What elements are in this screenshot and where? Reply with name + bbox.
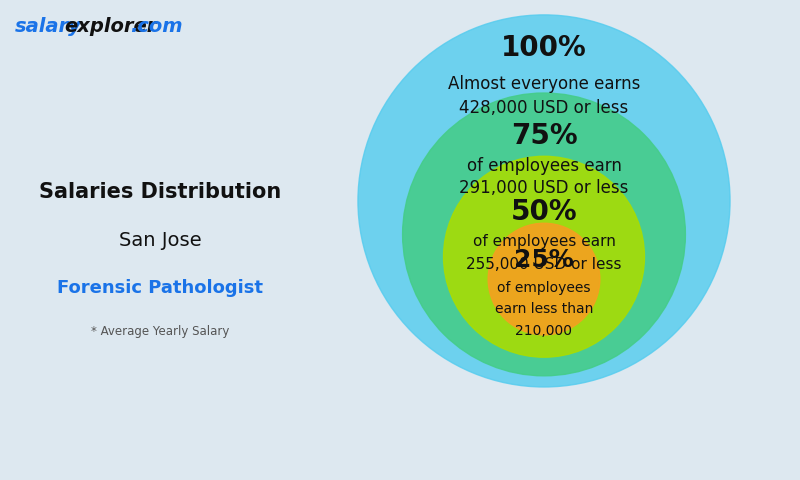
Text: 50%: 50% [510, 198, 578, 226]
Circle shape [358, 15, 730, 387]
Text: * Average Yearly Salary: * Average Yearly Salary [91, 324, 229, 338]
Circle shape [402, 93, 686, 376]
Text: salary: salary [14, 17, 82, 36]
Text: 255,000 USD or less: 255,000 USD or less [466, 257, 622, 272]
Text: Salaries Distribution: Salaries Distribution [39, 182, 281, 202]
Text: .com: .com [130, 17, 183, 36]
Text: of employees earn: of employees earn [466, 156, 622, 175]
Text: Almost everyone earns: Almost everyone earns [448, 75, 640, 93]
Text: San Jose: San Jose [118, 230, 202, 250]
Text: Forensic Pathologist: Forensic Pathologist [57, 279, 263, 297]
Text: 291,000 USD or less: 291,000 USD or less [459, 179, 629, 197]
Text: 75%: 75% [510, 122, 578, 150]
Text: of employees earn: of employees earn [473, 234, 615, 250]
Circle shape [488, 223, 600, 335]
Circle shape [443, 156, 645, 357]
Text: explorer: explorer [64, 17, 156, 36]
Text: 428,000 USD or less: 428,000 USD or less [459, 99, 629, 117]
Text: earn less than: earn less than [495, 302, 593, 316]
Text: 210,000: 210,000 [515, 324, 573, 338]
Text: of employees: of employees [498, 281, 590, 295]
Text: 100%: 100% [501, 35, 587, 62]
Text: 25%: 25% [514, 249, 574, 273]
